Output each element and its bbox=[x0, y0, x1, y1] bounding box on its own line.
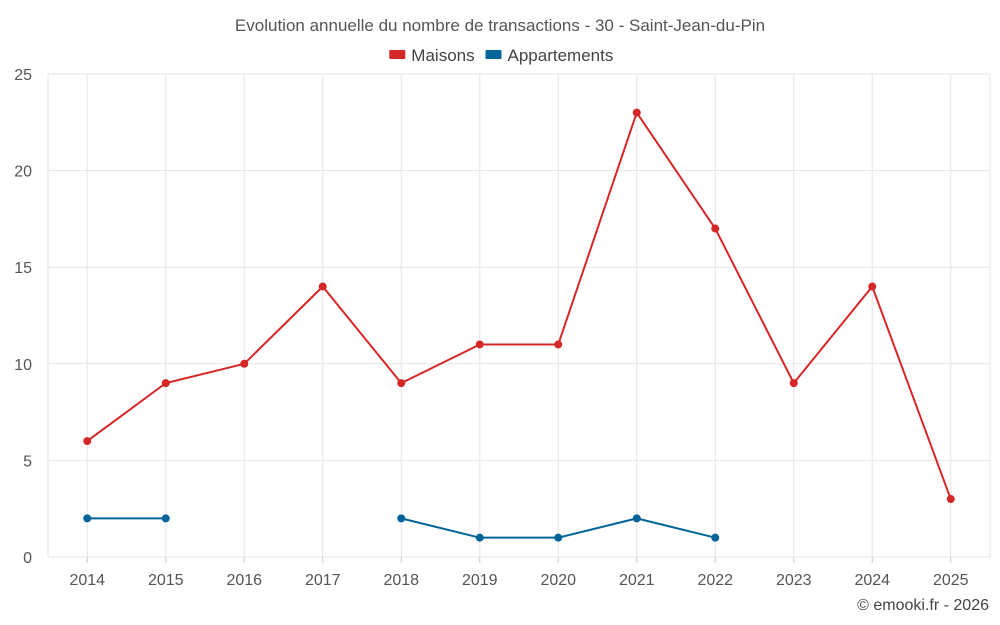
data-point[interactable] bbox=[318, 282, 327, 291]
data-point[interactable] bbox=[711, 533, 720, 542]
y-tick-label: 5 bbox=[23, 453, 32, 470]
credit-text: © emooki.fr - 2026 bbox=[857, 597, 989, 614]
data-point[interactable] bbox=[789, 379, 798, 388]
data-point[interactable] bbox=[632, 108, 641, 117]
data-point[interactable] bbox=[397, 514, 406, 523]
x-tick-label: 2024 bbox=[854, 572, 890, 589]
x-tick-label: 2020 bbox=[540, 572, 576, 589]
x-tick-label: 2015 bbox=[148, 572, 184, 589]
y-tick-label: 25 bbox=[14, 67, 32, 84]
legend-swatch bbox=[389, 50, 406, 59]
y-tick-label: 15 bbox=[14, 260, 32, 277]
data-point[interactable] bbox=[161, 379, 170, 388]
series-appartements bbox=[83, 514, 720, 542]
data-point[interactable] bbox=[397, 379, 406, 388]
x-tick-label: 2023 bbox=[776, 572, 812, 589]
series-layer bbox=[83, 108, 955, 542]
data-point[interactable] bbox=[711, 224, 720, 233]
x-tick-label: 2025 bbox=[933, 572, 969, 589]
y-tick-label: 20 bbox=[14, 164, 32, 181]
legend: Maisons Appartements bbox=[389, 46, 613, 65]
x-tick-label: 2016 bbox=[226, 572, 262, 589]
data-point[interactable] bbox=[554, 533, 563, 542]
legend-label: Appartements bbox=[508, 46, 614, 65]
legend-label: Maisons bbox=[411, 46, 474, 65]
x-tick-label: 2019 bbox=[462, 572, 498, 589]
data-point[interactable] bbox=[475, 340, 484, 349]
x-tick-label: 2018 bbox=[383, 572, 419, 589]
legend-item-appartements[interactable]: Appartements bbox=[485, 46, 614, 65]
data-point[interactable] bbox=[946, 495, 955, 504]
data-point[interactable] bbox=[83, 514, 92, 523]
data-point[interactable] bbox=[240, 359, 249, 368]
data-point[interactable] bbox=[83, 437, 92, 446]
y-tick-label: 10 bbox=[14, 357, 32, 374]
x-tick-label: 2017 bbox=[305, 572, 341, 589]
x-tick-label: 2021 bbox=[619, 572, 655, 589]
series-line bbox=[86, 111, 952, 500]
data-point[interactable] bbox=[475, 533, 484, 542]
data-point[interactable] bbox=[632, 514, 641, 523]
chart-title: Evolution annuelle du nombre de transact… bbox=[235, 16, 765, 35]
series-maisons bbox=[83, 108, 955, 504]
data-point[interactable] bbox=[554, 340, 563, 349]
data-point[interactable] bbox=[868, 282, 877, 291]
data-point[interactable] bbox=[161, 514, 170, 523]
x-tick-label: 2014 bbox=[69, 572, 105, 589]
x-tick-label: 2022 bbox=[697, 572, 733, 589]
legend-item-maisons[interactable]: Maisons bbox=[389, 46, 475, 65]
y-tick-label: 0 bbox=[23, 550, 32, 567]
legend-swatch bbox=[485, 50, 502, 59]
grid bbox=[47, 73, 991, 558]
